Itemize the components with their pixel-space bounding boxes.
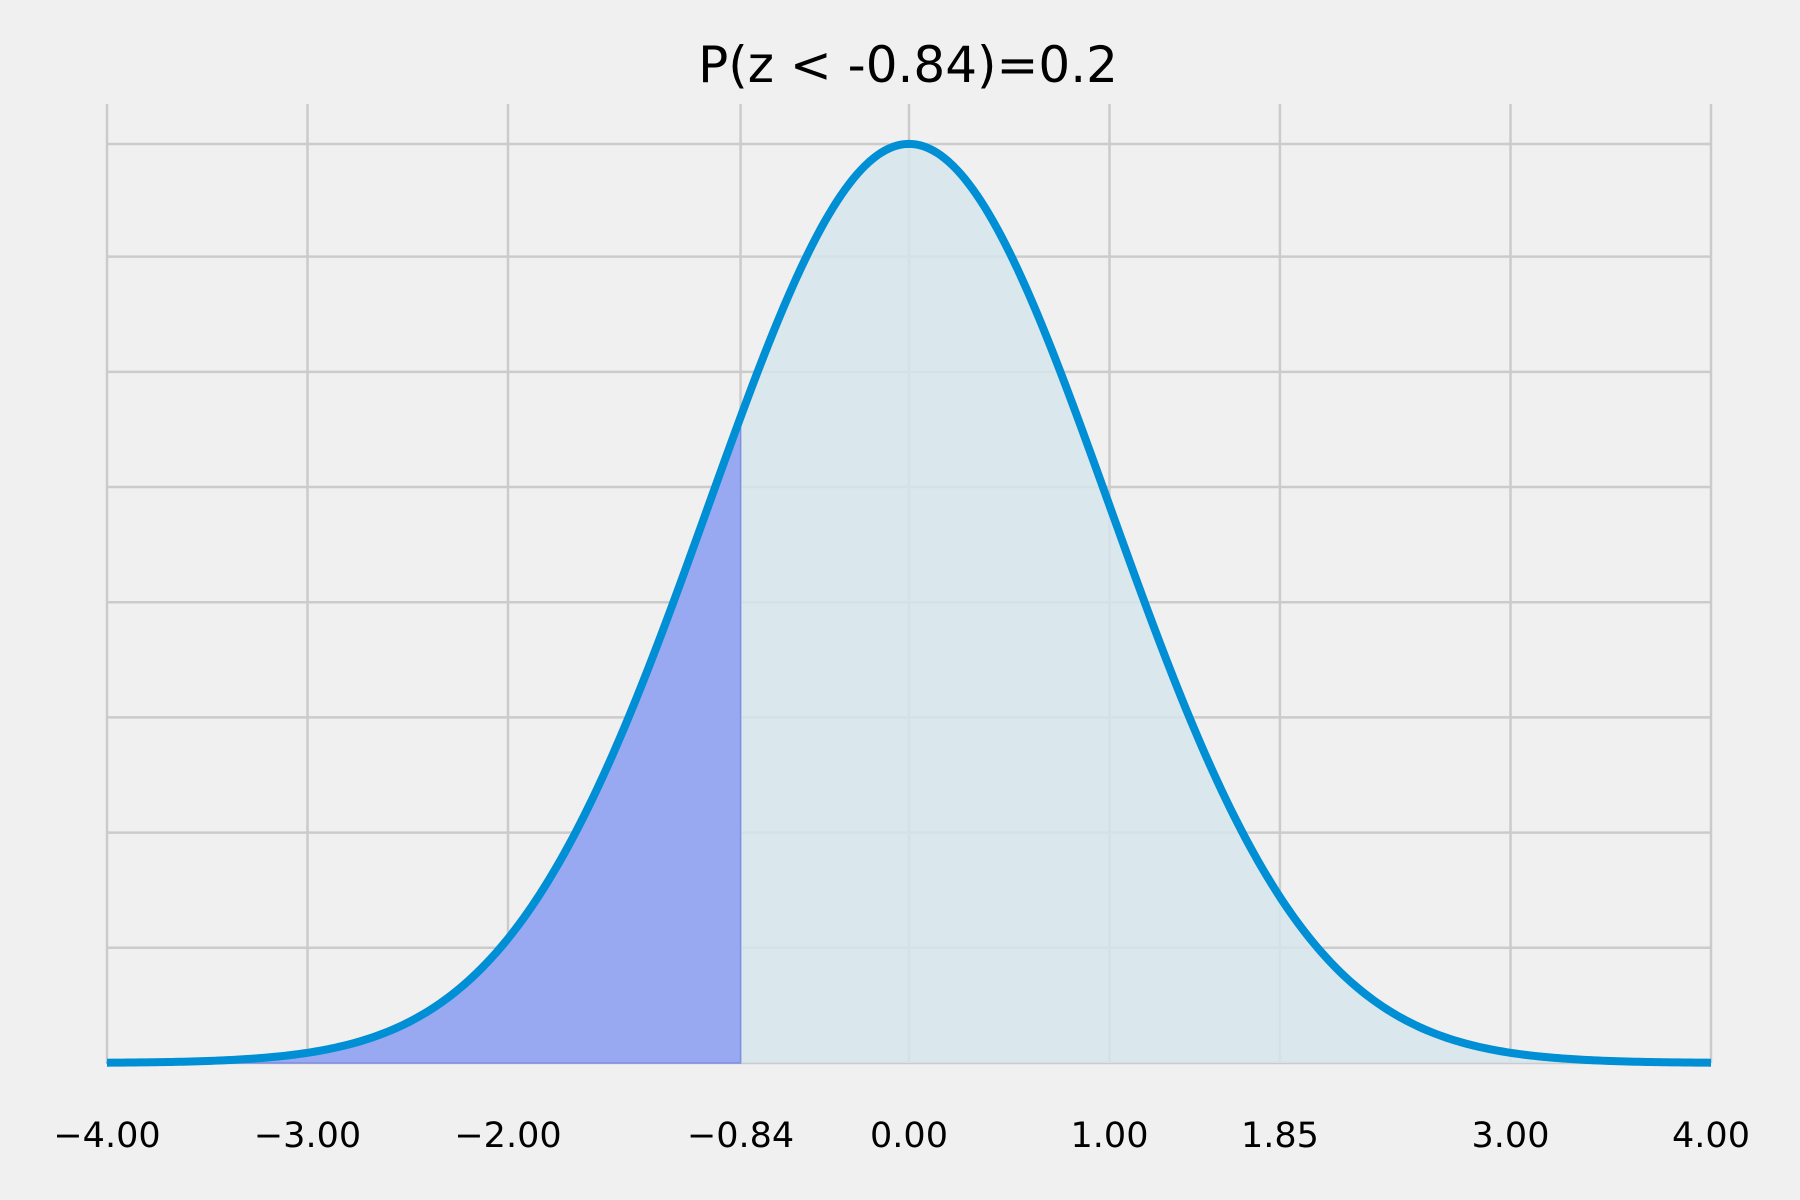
x-tick-label: −3.00 [254, 1116, 361, 1156]
x-tick-label: −0.84 [687, 1116, 794, 1156]
x-tick-label: 1.85 [1241, 1116, 1319, 1156]
x-tick-label: −4.00 [53, 1116, 160, 1156]
x-tick-label: 4.00 [1672, 1116, 1750, 1156]
distribution-fill [107, 143, 1711, 1063]
x-tick-label: −2.00 [454, 1116, 561, 1156]
x-tick-labels: −4.00 −3.00 −2.00 −0.84 0.00 1.00 1.85 3.00 4.00 [53, 1116, 1750, 1156]
shaded-probability-region [106, 416, 742, 1064]
x-tick-label: 1.00 [1071, 1116, 1149, 1156]
x-tick-label: 0.00 [870, 1116, 948, 1156]
curve-layer [106, 139, 1712, 1067]
chart-title: P(z < -0.84)=0.2 [698, 36, 1118, 94]
x-tick-label: 3.00 [1472, 1116, 1550, 1156]
pdf-curve-line [106, 139, 1712, 1067]
